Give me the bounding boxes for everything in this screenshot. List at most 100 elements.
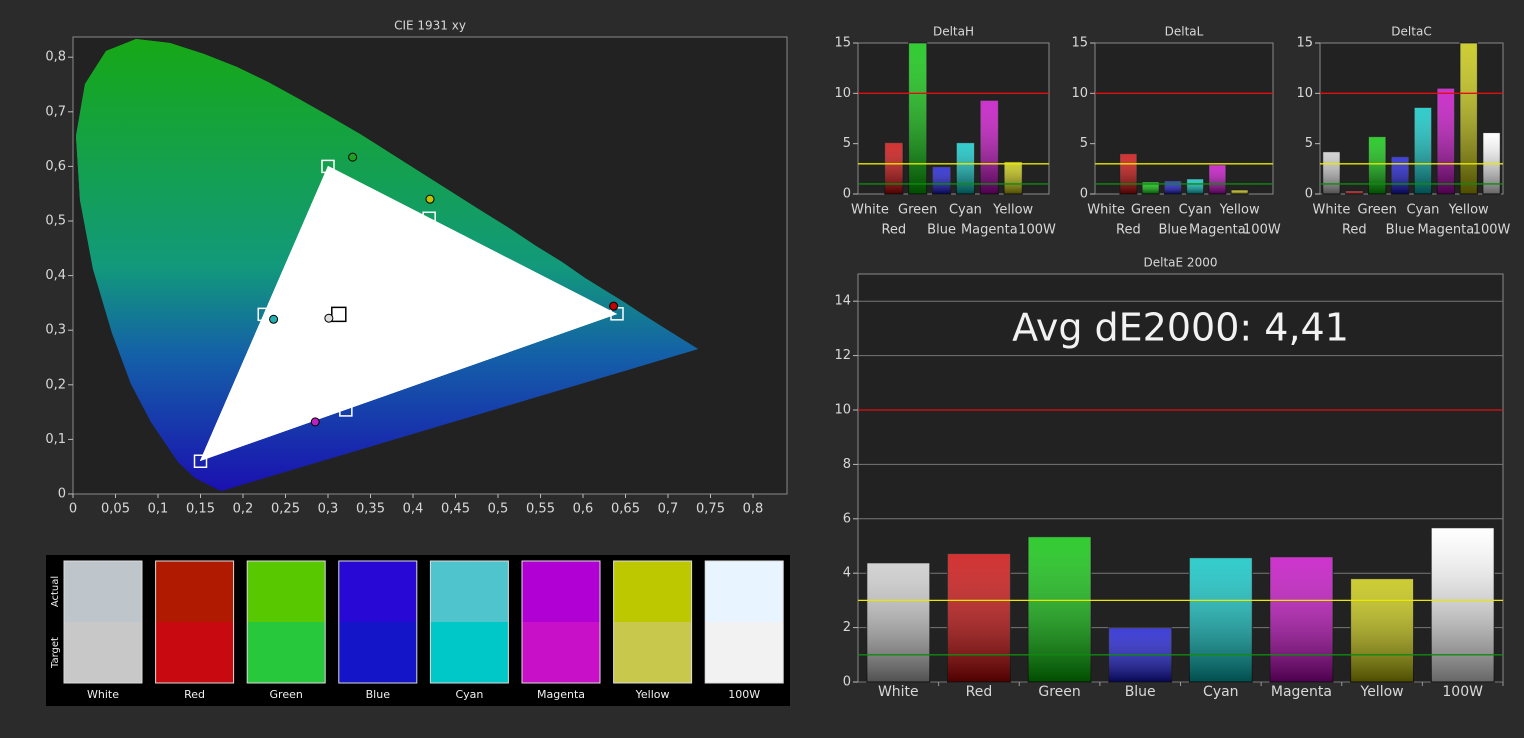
y-tick-label: 10 [834,403,851,418]
swatch-label: Cyan [455,688,483,701]
y-tick-label: 0 [58,487,66,502]
swatch-actual [613,561,692,622]
actual-point [609,301,619,311]
swatch-actual [247,561,326,622]
x-tick-label: 0 [69,502,77,517]
bar-shade [956,142,975,194]
bar-shade [1164,180,1182,194]
swatch-border [338,560,418,684]
y-tick-label: 0,3 [45,323,66,338]
bar-shade [932,166,951,194]
x-tick-label: 0,3 [318,502,339,517]
swatch-target [155,622,234,683]
y-tick-label: 0,1 [45,432,66,447]
y-tick-label: 5 [1305,136,1313,151]
x-tick-label: 0,6 [573,502,594,517]
gamut-triangle [200,166,617,461]
swatch-label: Green [270,688,303,701]
x-tick-label: Yellow [992,203,1033,218]
x-tick-label: 100W [1442,684,1483,700]
bar-shade [1186,178,1204,194]
x-tick-label: Yellow [1360,684,1404,700]
x-tick-label: Cyan [949,203,982,218]
swatch-actual [338,561,417,622]
swatch-border [521,560,601,684]
swatch-target [338,622,417,683]
bar-shade [1004,161,1023,194]
y-tick-label: 8 [843,457,851,472]
actual-point [269,314,279,324]
swatch-border [63,560,143,684]
swatch-target [705,622,784,683]
chart-title: DeltaL [1165,25,1204,39]
x-tick-label: Red [881,223,906,238]
swatch-border [429,560,509,684]
bar-shade [1189,557,1253,682]
y-tick-label: 0 [1080,187,1088,202]
y-tick-label: 14 [834,294,851,309]
swatch-actual [155,561,234,622]
swatch-border [613,560,693,684]
bar-shade [1431,527,1495,682]
swatch-label: Blue [366,688,391,701]
target-point [331,306,347,323]
chart-title: DeltaC [1391,25,1431,39]
x-tick-label: 0,45 [441,502,470,517]
bar-shade [1269,556,1333,682]
bar-shade [1322,151,1341,194]
x-tick-label: 0,4 [403,502,424,517]
x-tick-label: Blue [1125,684,1156,700]
x-tick-label: White [1313,203,1351,218]
x-tick-label: 0,25 [271,502,300,517]
y-tick-label: 15 [1296,36,1313,51]
actual-point [324,313,334,323]
bar-shade [1350,578,1414,682]
bar-shade [1345,190,1364,194]
bar-shade [1142,181,1160,194]
bar-shade [980,100,999,194]
x-tick-label: 0,55 [526,502,555,517]
swatch-actual [64,561,142,622]
x-tick-label: Red [1342,223,1367,238]
target-point [321,159,335,174]
x-tick-label: 0,1 [148,502,169,517]
y-tick-label: 0 [843,675,851,690]
bar-shade [1391,156,1409,194]
swatch-border [246,560,326,684]
chart-title: DeltaE 2000 [1144,256,1218,270]
target-point [257,307,271,322]
x-tick-label: Green [898,203,937,218]
x-tick-label: White [851,203,889,218]
bar-shade [1414,107,1432,194]
y-tick-label: 0,2 [45,377,66,392]
x-tick-label: Magenta [1271,684,1332,700]
swatch-actual [430,561,509,622]
bar-shade [1119,153,1137,194]
x-tick-label: Green [1038,684,1080,700]
x-tick-label: 0,35 [356,502,385,517]
bar-shade [866,562,930,682]
target-point [339,403,353,417]
y-tick-label: 0,4 [45,268,66,283]
x-tick-label: Green [1131,203,1170,218]
bar-shade [1028,536,1092,682]
y-tick-label: 5 [1080,136,1088,151]
x-tick-label: Yellow [1448,203,1489,218]
chart-title: DeltaH [933,25,974,39]
x-tick-label: Magenta [1417,223,1474,238]
swatch-target [247,622,326,683]
y-tick-label: 10 [1296,86,1313,101]
y-tick-label: 10 [834,86,851,101]
actual-point [310,417,320,427]
swatch-label: Red [184,688,205,701]
x-tick-label: 0,75 [696,502,725,517]
x-tick-label: Red [966,684,993,700]
target-point [193,454,208,468]
x-tick-label: 0,15 [186,502,215,517]
target-point [422,211,436,226]
y-tick-label: 5 [843,136,851,151]
y-tick-label: 0 [1305,187,1313,202]
x-tick-label: 100W [1473,223,1511,238]
bar-shade [1231,189,1249,194]
